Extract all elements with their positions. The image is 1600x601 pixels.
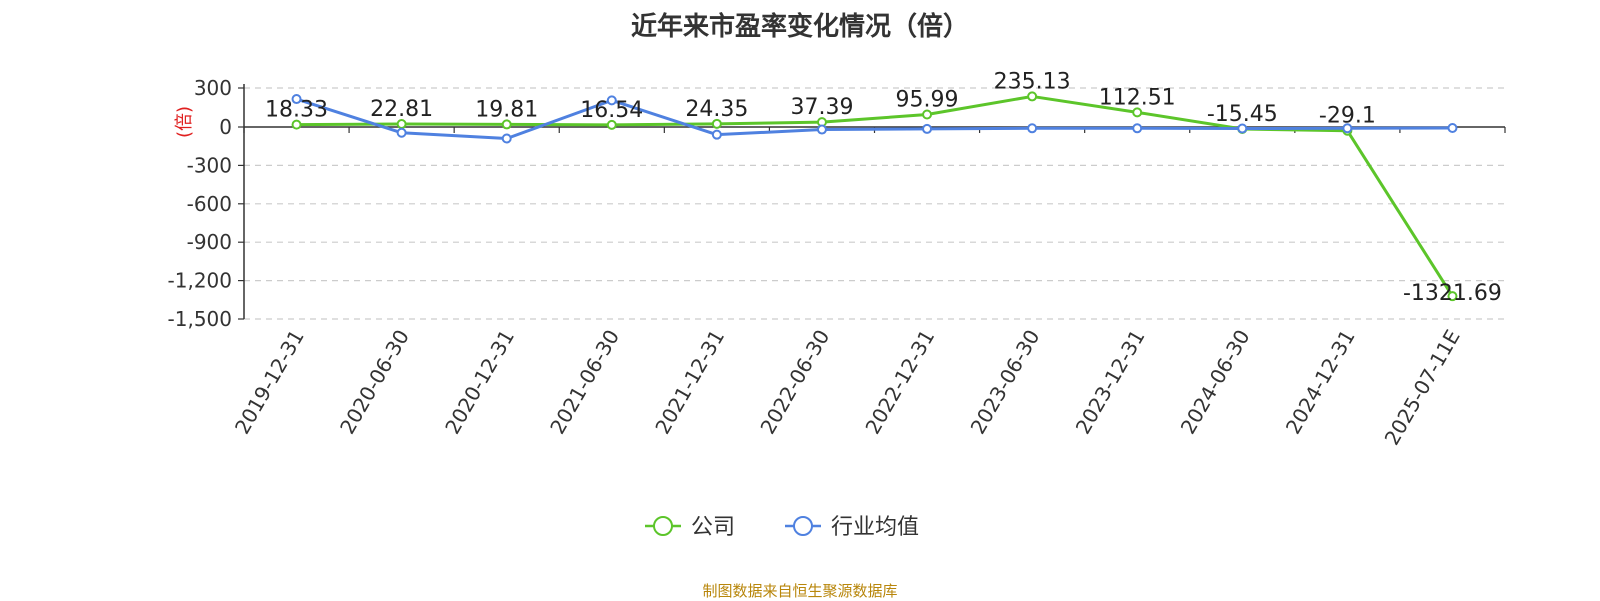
data-point xyxy=(711,129,722,140)
x-tick-label: 2022-12-31 xyxy=(860,326,939,439)
data-point xyxy=(1027,91,1038,102)
data-point xyxy=(816,124,827,135)
data-point xyxy=(291,119,302,130)
data-label: 16.54 xyxy=(580,98,643,123)
source-note: 制图数据来自恒生聚源数据库 xyxy=(702,582,898,600)
x-tick-label: 2024-06-30 xyxy=(1176,326,1255,439)
legend-swatch-marker xyxy=(653,516,673,536)
y-tick-label: -1,200 xyxy=(168,269,232,293)
x-tick-label: 2020-06-30 xyxy=(335,326,414,439)
x-tick-label: 2022-06-30 xyxy=(755,326,834,439)
chart-title: 近年来市盈率变化情况（倍） xyxy=(630,12,969,42)
legend[interactable]: 公司 行业均值 xyxy=(645,515,919,540)
x-tick-label: 2025-07-11E xyxy=(1380,326,1465,450)
legend-label: 公司 xyxy=(691,515,735,540)
data-label: 24.35 xyxy=(685,97,748,122)
data-point xyxy=(291,94,302,105)
data-point xyxy=(922,109,933,120)
data-label: 95.99 xyxy=(896,88,959,113)
data-label: -1321.69 xyxy=(1403,281,1502,306)
data-point xyxy=(501,133,512,144)
data-point xyxy=(711,118,722,129)
x-tick-label: 2020-12-31 xyxy=(440,326,519,439)
series-lines xyxy=(291,91,1458,302)
series-line-industry xyxy=(296,97,1453,141)
data-label: -29.1 xyxy=(1319,104,1376,129)
data-point xyxy=(922,123,933,134)
data-labels: 18.33 22.81 19.81 16.54 24.35 37.39 95.99 235.1… xyxy=(265,69,1502,306)
data-label: 19.81 xyxy=(475,97,538,122)
data-label: 18.33 xyxy=(265,98,328,123)
data-label: 37.39 xyxy=(790,95,853,120)
data-point xyxy=(1447,291,1458,302)
data-point xyxy=(396,127,407,138)
data-label: 22.81 xyxy=(370,97,433,122)
data-point xyxy=(501,119,512,130)
y-tick-label: -300 xyxy=(187,153,232,177)
data-point xyxy=(1237,123,1248,134)
data-point xyxy=(1132,107,1143,118)
y-tick-label: -600 xyxy=(187,192,232,216)
x-tick-label: 2024-12-31 xyxy=(1281,326,1360,439)
data-label: -15.45 xyxy=(1207,102,1278,127)
x-tick-label: 2021-06-30 xyxy=(545,326,624,439)
y-tick-label: 300 xyxy=(194,76,232,100)
gridlines xyxy=(244,87,1505,320)
data-label: 235.13 xyxy=(994,69,1071,94)
data-point xyxy=(606,95,617,106)
legend-label: 行业均值 xyxy=(831,515,919,540)
x-tick-label: 2019-12-31 xyxy=(230,326,309,439)
y-axis-label: (倍) xyxy=(174,106,195,138)
data-point xyxy=(1447,123,1458,134)
legend-item-industry[interactable]: 行业均值 xyxy=(785,515,919,540)
data-point xyxy=(1342,123,1353,134)
y-tick-label: -900 xyxy=(187,230,232,254)
legend-swatch-marker xyxy=(793,516,813,536)
data-point xyxy=(606,119,617,130)
data-point xyxy=(1027,123,1038,134)
x-tick-label: 2023-12-31 xyxy=(1071,326,1150,439)
x-tick-label: 2023-06-30 xyxy=(966,326,1045,439)
x-tick-label: 2021-12-31 xyxy=(650,326,729,439)
data-point xyxy=(1132,123,1143,134)
y-tick-label: -1,500 xyxy=(168,307,232,331)
legend-item-company[interactable]: 公司 xyxy=(645,515,735,540)
y-tick-label: 0 xyxy=(219,115,232,139)
data-label: 112.51 xyxy=(1099,85,1176,110)
